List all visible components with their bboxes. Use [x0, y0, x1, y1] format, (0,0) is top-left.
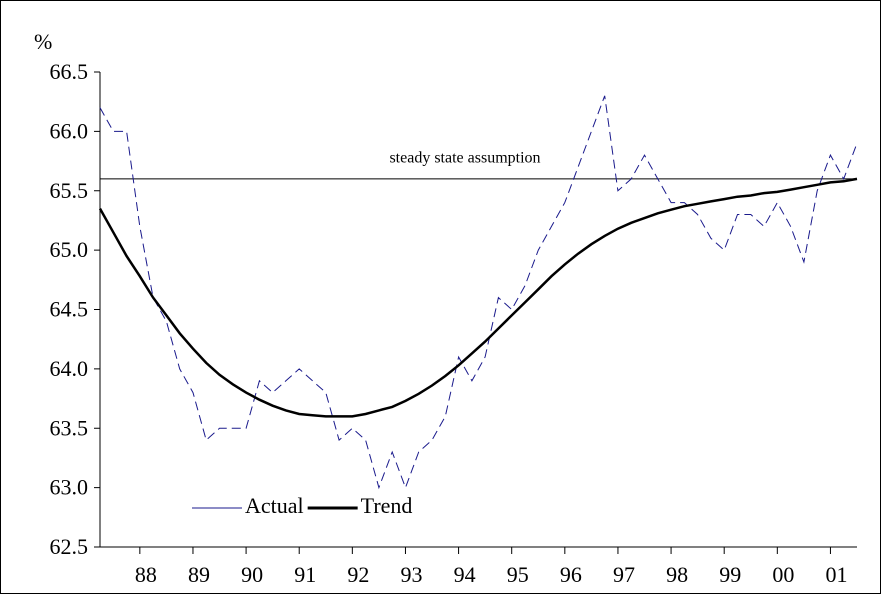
y-tick-label: 63.5	[50, 415, 89, 440]
x-tick-label: 90	[241, 562, 263, 587]
x-tick-label: 89	[188, 562, 210, 587]
x-tick-label: 99	[719, 562, 741, 587]
y-tick-label: 65.5	[50, 178, 89, 203]
x-tick-label: 98	[666, 562, 688, 587]
x-tick-label: 00	[772, 562, 794, 587]
legend-label: Actual	[245, 493, 304, 518]
x-tick-label: 01	[825, 562, 847, 587]
y-tick-label: 66.5	[50, 59, 89, 84]
y-tick-label: 64.5	[50, 297, 89, 322]
x-tick-label: 96	[560, 562, 582, 587]
y-tick-label: 63.0	[50, 475, 89, 500]
series-line	[98, 177, 858, 418]
x-tick-label: 94	[454, 562, 476, 587]
y-tick-label: 62.5	[50, 534, 89, 559]
y-axis-label: %	[34, 29, 52, 54]
x-tick-label: 93	[400, 562, 422, 587]
series-line	[99, 95, 858, 490]
x-tick-label: 88	[135, 562, 157, 587]
y-tick-label: 65.0	[50, 237, 89, 262]
x-tick-label: 95	[507, 562, 529, 587]
x-tick-label: 97	[613, 562, 635, 587]
y-tick-label: 64.0	[50, 356, 89, 381]
x-tick-label: 91	[294, 562, 316, 587]
y-tick-label: 66.0	[50, 118, 89, 143]
legend-label: Trend	[361, 493, 413, 518]
x-tick-label: 92	[347, 562, 369, 587]
reference-label: steady state assumption	[389, 150, 540, 167]
